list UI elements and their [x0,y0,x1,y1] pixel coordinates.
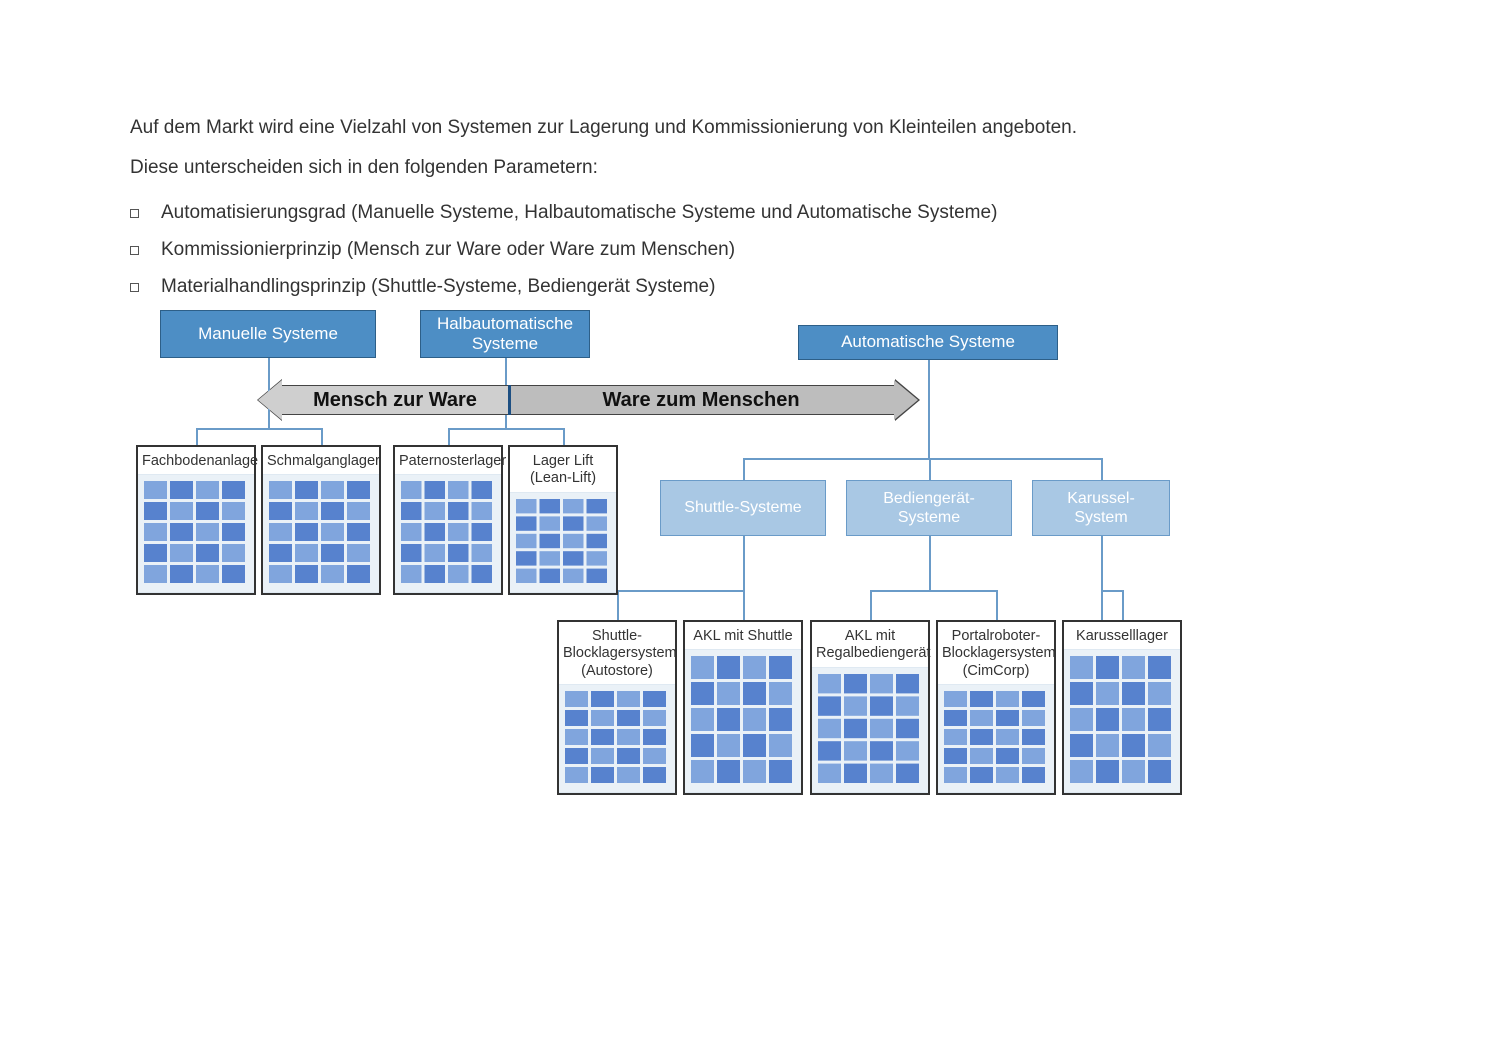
arrow-head-right-icon [894,380,918,420]
warehouse-pictogram-icon [1064,650,1180,792]
connector-line [321,428,323,445]
warehouse-pictogram-icon [395,475,501,592]
warehouse-pictogram-icon [685,650,801,792]
warehouse-pictogram-icon [559,685,675,792]
principle-arrow: Mensch zur WareWare zum Menschen [258,380,918,420]
connector-line [448,428,564,430]
warehouse-pictogram-icon [138,475,254,592]
warehouse-pictogram-icon [510,493,616,592]
connector-line [929,536,931,592]
bullet-item: Automatisierungsgrad (Manuelle Systeme, … [130,194,1370,231]
leaf-autostore: Shuttle- Blocklagersystem (Autostore) [557,620,677,795]
leaf-lagerlift: Lager Lift (Lean-Lift) [508,445,618,595]
connector-line [996,590,998,620]
leaf-image-placeholder [812,667,928,793]
leaf-image-placeholder [263,474,379,593]
leaf-label: Portalroboter- Blocklagersystem (CimCorp… [938,622,1054,684]
connector-line [448,428,450,445]
arrow-separator [508,385,511,415]
bullet-icon [130,246,139,255]
connector-line [743,458,1103,460]
connector-line [196,428,198,445]
warehouse-pictogram-icon [938,685,1054,792]
connector-line [870,590,872,620]
connector-line [928,360,930,460]
leaf-label: Fachbodenanlage [138,447,254,474]
connector-line [743,458,745,480]
leaf-portalrobot: Portalroboter- Blocklagersystem (CimCorp… [936,620,1056,795]
connector-line [870,590,997,592]
intro-text-1: Auf dem Markt wird eine Vielzahl von Sys… [130,110,1370,146]
leaf-label: AKL mit Shuttle [685,622,801,649]
arrow-label-right: Ware zum Menschen [508,385,894,415]
connector-line [563,428,565,445]
bullet-icon [130,283,139,292]
leaf-aklrbg: AKL mit Regalbediengerät [810,620,930,795]
sub-bedien: Bediengerät- Systeme [846,480,1012,536]
leaf-karussellager: Karusselllager [1062,620,1182,795]
leaf-label: Lager Lift (Lean-Lift) [510,447,616,492]
hierarchy-diagram: Manuelle Systeme Halbautomatische Systeme… [0,300,1500,820]
leaf-image-placeholder [138,474,254,593]
intro-text-2: Diese unterscheiden sich in den folgende… [130,150,1370,186]
bullet-icon [130,209,139,218]
leaf-image-placeholder [395,474,501,593]
connector-line [1101,458,1103,480]
leaf-image-placeholder [510,492,616,593]
connector-line [196,428,322,430]
leaf-image-placeholder [1064,649,1180,793]
bullet-text: Kommissionierprinzip (Mensch zur Ware od… [161,231,735,268]
warehouse-pictogram-icon [263,475,379,592]
bullet-list: Automatisierungsgrad (Manuelle Systeme, … [130,194,1370,305]
connector-line [617,590,744,592]
sub-shuttle: Shuttle-Systeme [660,480,826,536]
leaf-fachboden: Fachbodenanlage [136,445,256,595]
connector-line [929,458,931,480]
connector-line [1101,590,1123,592]
leaf-label: AKL mit Regalbediengerät [812,622,928,667]
bullet-item: Kommissionierprinzip (Mensch zur Ware od… [130,231,1370,268]
category-auto: Automatische Systeme [798,325,1058,360]
leaf-image-placeholder [685,649,801,793]
arrow-head-left-icon [258,380,282,420]
leaf-schmalgang: Schmalganglager [261,445,381,595]
bullet-text: Automatisierungsgrad (Manuelle Systeme, … [161,194,997,231]
category-halbauto: Halbautomatische Systeme [420,310,590,358]
leaf-paternoster: Paternosterlager [393,445,503,595]
leaf-label: Karusselllager [1064,622,1180,649]
leaf-label: Schmalganglager [263,447,379,474]
page-content: Auf dem Markt wird eine Vielzahl von Sys… [0,0,1500,305]
leaf-aklshuttle: AKL mit Shuttle [683,620,803,795]
connector-line [743,536,745,592]
connector-line [1122,590,1124,620]
leaf-label: Paternosterlager [395,447,501,474]
connector-line [743,590,745,620]
leaf-image-placeholder [938,684,1054,793]
arrow-label-left: Mensch zur Ware [282,385,508,415]
connector-line [1101,536,1103,620]
leaf-label: Shuttle- Blocklagersystem (Autostore) [559,622,675,684]
sub-karussel: Karussel- System [1032,480,1170,536]
warehouse-pictogram-icon [812,668,928,792]
leaf-image-placeholder [559,684,675,793]
category-manuelle: Manuelle Systeme [160,310,376,358]
